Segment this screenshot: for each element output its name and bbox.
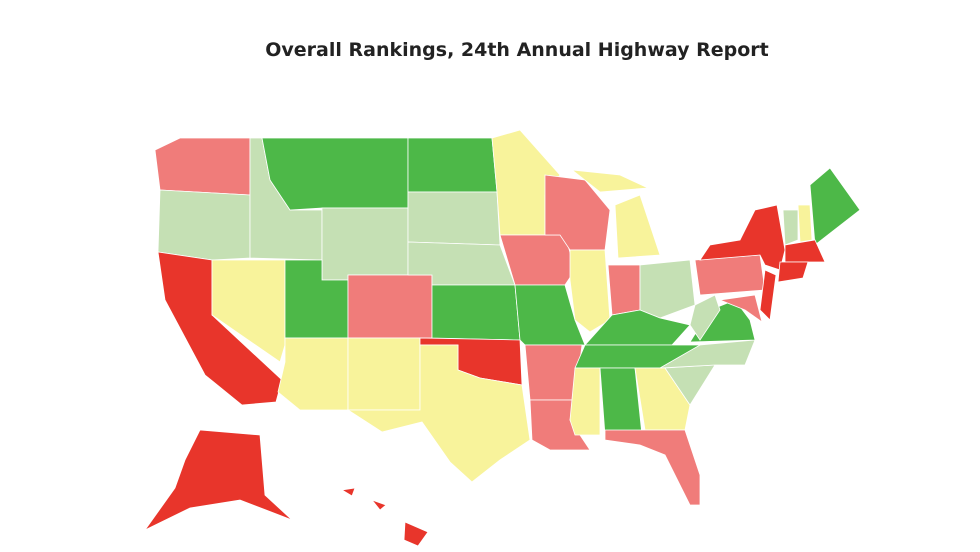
state (403, 521, 429, 547)
state (261, 137, 409, 211)
state (211, 259, 286, 363)
state (694, 254, 766, 296)
state (277, 337, 349, 411)
state (699, 204, 786, 271)
state (569, 249, 611, 333)
state (370, 499, 387, 511)
state (407, 191, 501, 246)
state (347, 337, 421, 411)
state (154, 137, 251, 196)
state (607, 264, 641, 316)
state (157, 189, 251, 261)
state (784, 239, 826, 263)
state (347, 274, 433, 339)
state (407, 137, 498, 193)
state (431, 284, 521, 341)
state (797, 204, 813, 243)
state (777, 261, 809, 283)
state (599, 367, 643, 436)
state (604, 429, 701, 506)
state (614, 194, 661, 259)
state (639, 259, 696, 319)
state (718, 294, 763, 323)
state (689, 294, 721, 341)
state (144, 429, 293, 531)
us-map (144, 129, 861, 547)
state (759, 269, 777, 321)
state (659, 339, 756, 369)
state (809, 167, 861, 246)
map-title: Overall Rankings, 24th Annual Highway Re… (265, 39, 769, 61)
state (570, 169, 650, 193)
state (346, 344, 531, 483)
state (569, 367, 601, 436)
state (340, 487, 356, 497)
state (321, 207, 409, 281)
state (782, 209, 799, 246)
